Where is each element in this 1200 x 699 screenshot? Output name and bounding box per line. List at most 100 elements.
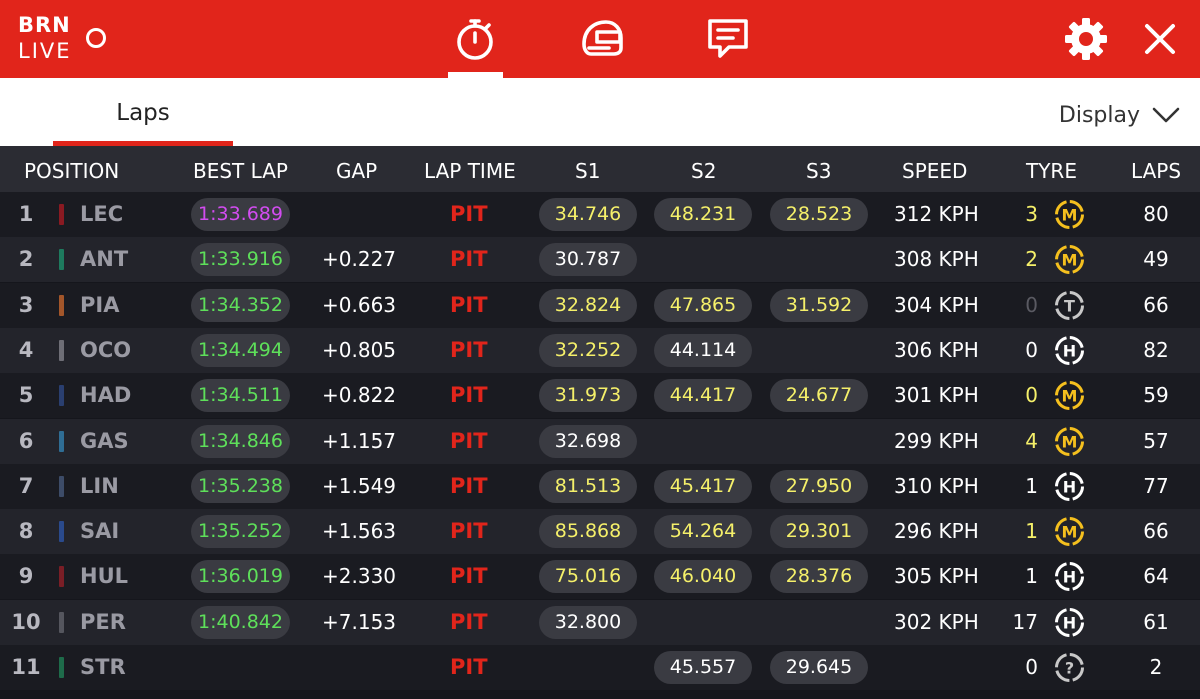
team-color-bar [59,339,64,361]
header-tyre[interactable]: TYRE [1026,159,1077,183]
sector-1-time: 31.973 [539,379,637,413]
gear-icon[interactable] [1063,16,1109,62]
header-lap-time[interactable]: LAP TIME [424,159,516,183]
brand-title: BRN [18,13,71,37]
lap-time-status: PIT [450,655,488,679]
sub-header: Laps Display [0,78,1200,146]
driver-code: GAS [80,428,129,453]
position-number: 10 [11,609,41,634]
team-color-bar [59,475,64,497]
header-speed[interactable]: SPEED [902,159,968,183]
team-color-bar [59,611,64,633]
header-best-lap[interactable]: BEST LAP [193,159,288,183]
header-s2[interactable]: S2 [691,159,717,183]
table-row[interactable]: 5 HAD 1:34.511 +0.822 PIT 31.973 44.417 24.677 3… [0,373,1200,419]
tyre-compound-icon: M [1053,379,1086,412]
sector-2-time: 48.231 [654,198,752,231]
best-lap-time: 1:34.511 [191,379,290,413]
lap-time-status: PIT [450,247,488,272]
brand: BRN LIVE [18,12,72,64]
speed-value: 301 KPH [894,383,979,408]
sector-1-time: 75.016 [539,560,637,594]
brand-subtitle: LIVE [18,39,72,63]
table-header: POSITION BEST LAP GAP LAP TIME S1 S2 S3 … [0,146,1200,192]
header-position[interactable]: POSITION [24,159,120,183]
position-number: 6 [18,428,34,453]
tyre-age: 3 [1025,202,1038,226]
laps-count: 64 [1143,564,1169,589]
lap-time-status: PIT [450,564,488,589]
table-row[interactable]: 7 LIN 1:35.238 +1.549 PIT 81.513 45.417 27.950 3… [0,463,1200,509]
driver-code: STR [80,655,126,679]
driver-code: HAD [80,383,132,408]
lap-time-status: PIT [450,609,488,634]
tyre-compound-letter: M [1062,206,1078,225]
speed-value: 310 KPH [894,473,979,498]
table-row[interactable]: 6 GAS 1:34.846 +1.157 PIT 32.698 299 KPH 4 M 57 [0,418,1200,464]
laps-count: 66 [1143,292,1169,317]
table-row[interactable]: 11 STR PIT 45.557 29.645 0? 2 [0,645,1200,690]
display-label: Display [1058,102,1140,128]
position-number: 4 [18,337,34,362]
laps-count: 57 [1143,428,1169,453]
sector-1-time: 32.824 [539,288,637,322]
helmet-icon[interactable] [579,16,625,62]
speed-value: 302 KPH [894,609,979,634]
sector-1-time: 32.698 [539,424,637,458]
top-bar: BRN LIVE [0,0,1200,78]
table-row[interactable]: 4 OCO 1:34.494 +0.805 PIT 32.252 44.114 306 KPH… [0,327,1200,373]
tab-active-underline [53,141,233,146]
sector-1-time: 30.787 [539,243,637,277]
header-gap[interactable]: GAP [336,159,378,183]
display-dropdown[interactable]: Display [1059,100,1180,130]
nav-active-indicator [448,72,503,78]
sector-1-time: 32.252 [539,333,637,367]
laps-count: 49 [1143,247,1169,272]
tyre-age: 1 [1025,564,1038,589]
tyre-age: 1 [1025,473,1038,498]
position-number: 7 [18,473,34,498]
table-row[interactable]: 2 ANT 1:33.916 +0.227 PIT 30.787 308 KPH 2 M 49 [0,237,1200,283]
position-number: 5 [18,383,34,408]
laps-count: 82 [1143,337,1169,362]
table-row[interactable]: 3 PIA 1:34.352 +0.663 PIT 32.824 47.865 31.592 3… [0,282,1200,328]
sector-2-time: 44.114 [654,333,752,367]
gap-value: +1.563 [322,519,397,544]
lap-time-status: PIT [450,473,488,498]
tyre-compound-letter: ? [1065,659,1074,678]
tab-laps[interactable]: Laps [53,78,233,146]
team-color-bar [59,204,64,225]
sector-2-time: 46.040 [654,560,752,594]
speed-value: 312 KPH [894,202,979,226]
laps-count: 80 [1143,202,1169,226]
close-icon[interactable] [1137,16,1183,62]
position-number: 2 [18,247,34,272]
stopwatch-icon[interactable] [452,16,498,62]
header-s3[interactable]: S3 [806,159,832,183]
laps-count: 61 [1143,609,1169,634]
speed-value: 304 KPH [894,292,979,317]
best-lap-time: 1:33.916 [191,243,290,277]
laps-count: 2 [1149,655,1163,679]
driver-code: LEC [80,202,124,226]
chat-icon[interactable] [705,16,751,62]
gap-value: +0.663 [322,292,397,317]
speed-value: 296 KPH [894,519,979,544]
header-s1[interactable]: S1 [575,159,601,183]
sector-3-time: 31.592 [770,288,868,322]
sector-1-time: 34.746 [539,198,637,231]
table-row[interactable]: 9 HUL 1:36.019 +2.330 PIT 75.016 46.040 28.376 3… [0,554,1200,600]
sector-1-time: 81.513 [539,469,637,503]
team-color-bar [59,566,64,588]
table-row[interactable]: 1 LEC 1:33.689 PIT 34.746 48.231 28.523 312 KPH… [0,192,1200,237]
tyre-compound-icon: H [1053,334,1086,367]
tyre-compound-letter: H [1063,568,1076,587]
header-laps[interactable]: LAPS [1131,159,1182,183]
table-row[interactable]: 8 SAI 1:35.252 +1.563 PIT 85.868 54.264 29.301 2… [0,509,1200,555]
team-color-bar [59,430,64,452]
driver-code: LIN [80,473,119,498]
table-row[interactable]: 10 PER 1:40.842 +7.153 PIT 32.800 302 KPH 17 H 61 [0,599,1200,645]
tyre-age: 0 [1025,292,1038,317]
gap-value: +1.157 [322,428,397,453]
lap-time-status: PIT [450,428,488,453]
